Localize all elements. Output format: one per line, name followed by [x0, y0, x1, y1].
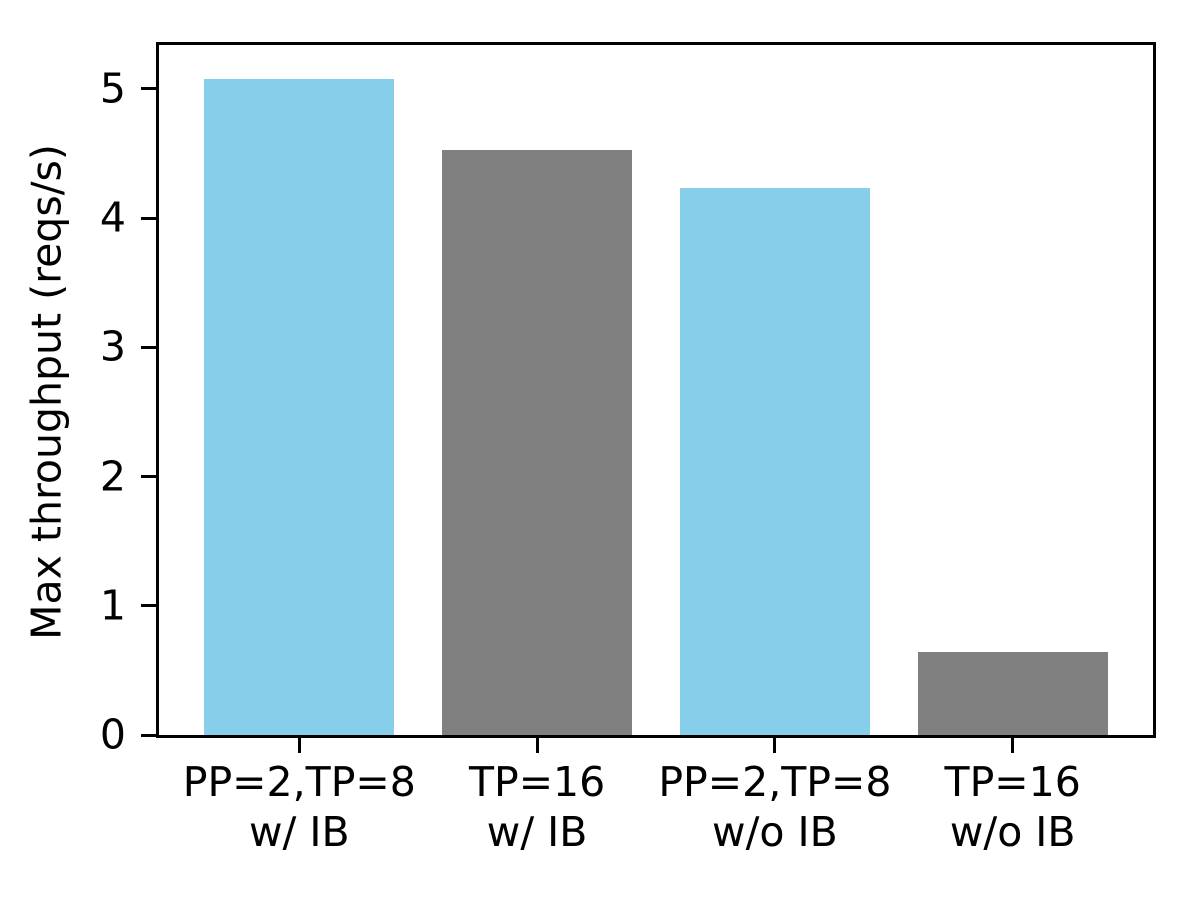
y-tick-label: 3 [99, 322, 126, 371]
y-tick-mark [141, 87, 156, 91]
x-tick-mark [535, 738, 539, 753]
y-tick-label: 1 [99, 581, 126, 630]
y-tick-mark [141, 345, 156, 349]
bar-2 [679, 188, 870, 735]
x-tick-mark [773, 738, 777, 753]
x-tick-label: PP=2,TP=8 w/ IB [182, 758, 416, 857]
bar-3 [917, 652, 1108, 735]
bar-1 [441, 149, 633, 735]
y-tick-mark [141, 733, 156, 737]
y-tick-mark [141, 604, 156, 608]
x-tick-mark [297, 738, 301, 753]
y-tick-mark [141, 475, 156, 479]
x-tick-mark [1011, 738, 1015, 753]
x-tick-label: PP=2,TP=8 w/o IB [658, 758, 892, 857]
x-tick-label: TP=16 w/o IB [944, 758, 1081, 857]
plot-area: 0 1 2 3 4 5 PP=2,TP=8 w/ IB TP=16 w/ IB PP=2,TP=… [100, 42, 1156, 856]
y-tick-label: 0 [99, 710, 126, 759]
x-tick-label: TP=16 w/ IB [468, 758, 606, 857]
y-tick-label: 5 [99, 64, 126, 113]
y-tick-label: 2 [99, 452, 126, 501]
bar-0 [204, 78, 395, 735]
y-tick-label: 4 [99, 193, 126, 242]
y-tick-mark [141, 216, 156, 220]
